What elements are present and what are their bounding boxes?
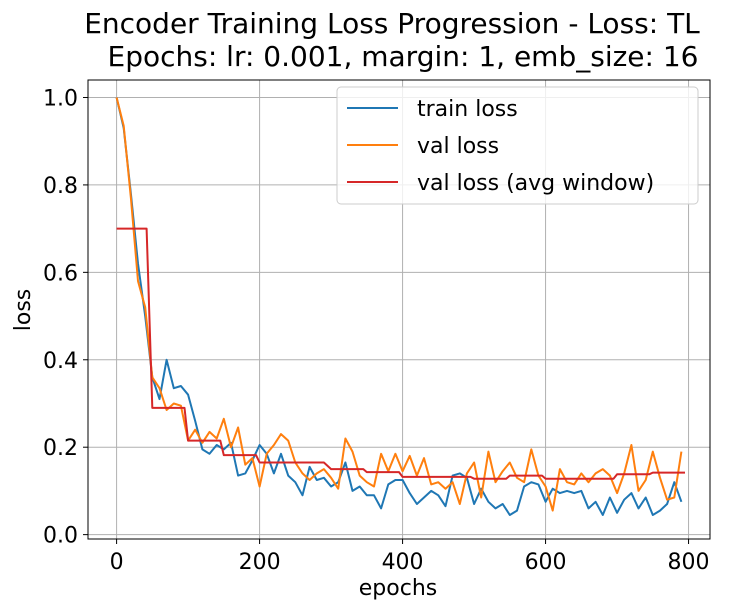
x-tick-label: 600 bbox=[525, 550, 567, 575]
plot-frame bbox=[87, 79, 711, 540]
chart-title: Encoder Training Loss Progression - Loss… bbox=[84, 7, 700, 40]
y-tick-label: 1.0 bbox=[43, 86, 78, 111]
y-tick-label: 0.0 bbox=[43, 524, 78, 549]
series-line-2 bbox=[116, 227, 685, 480]
series-line-1 bbox=[115, 97, 683, 512]
legend-label: train loss bbox=[417, 97, 518, 122]
y-tick-label: 0.2 bbox=[43, 436, 78, 461]
chart-subtitle: Epochs: lr: 0.001, margin: 1, emb_size: … bbox=[108, 40, 699, 73]
y-tick-label: 0.4 bbox=[43, 349, 78, 374]
legend-box bbox=[336, 86, 699, 205]
x-axis-label: epochs bbox=[359, 576, 437, 601]
x-tick-label: 200 bbox=[239, 550, 281, 575]
legend: train loss val loss val loss (avg window) bbox=[336, 86, 699, 205]
series-lines bbox=[115, 97, 685, 516]
x-tick-label: 800 bbox=[668, 550, 710, 575]
axis-ticks: 0 200 400 600 800 0.0 0.2 0.4 0.6 0.8 1.0 bbox=[43, 86, 710, 575]
legend-label: val loss bbox=[417, 134, 499, 159]
legend-label: val loss (avg window) bbox=[417, 171, 654, 196]
y-tick-label: 0.6 bbox=[43, 261, 78, 286]
y-axis-label: loss bbox=[11, 289, 36, 332]
x-tick-label: 0 bbox=[110, 550, 124, 575]
y-tick-label: 0.8 bbox=[43, 174, 78, 199]
series-line-0 bbox=[115, 97, 683, 516]
x-tick-label: 400 bbox=[382, 550, 424, 575]
